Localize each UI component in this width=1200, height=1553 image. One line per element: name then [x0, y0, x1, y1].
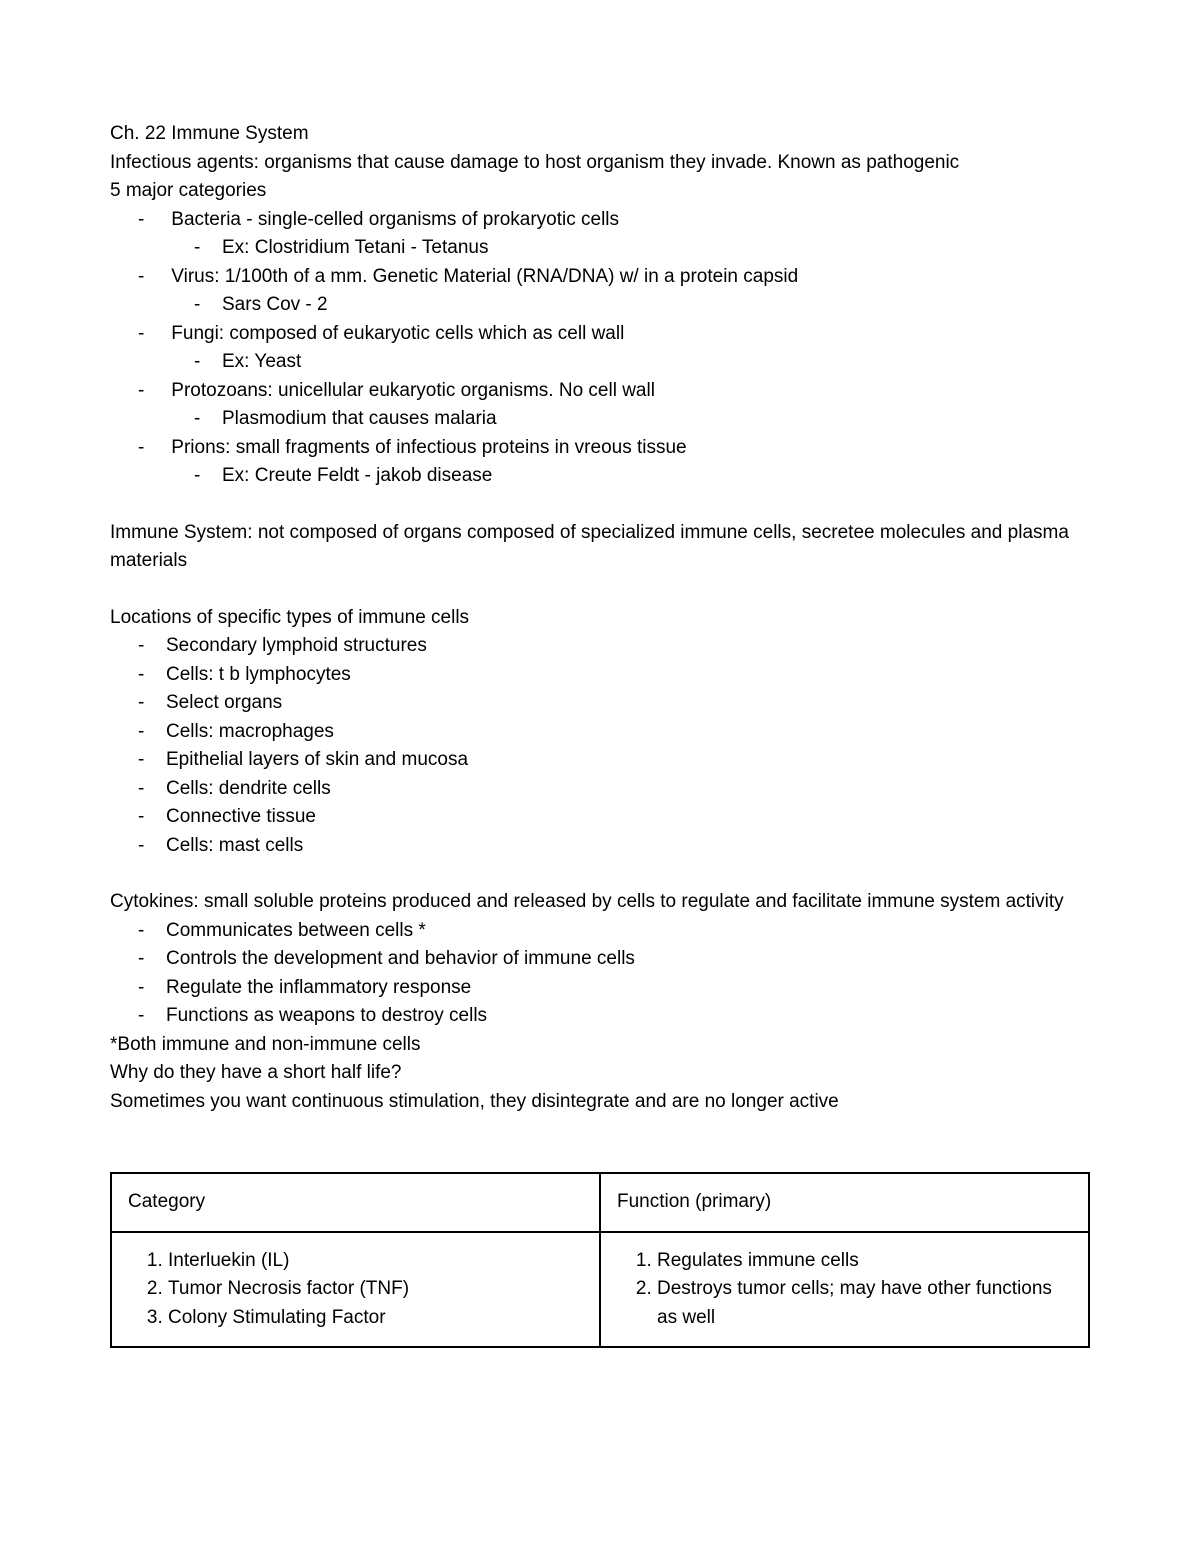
categories-heading: 5 major categories [110, 177, 1090, 206]
list-item: Communicates between cells * [166, 917, 1090, 946]
list-text: Tumor Necrosis factor (TNF) [168, 1278, 409, 1299]
cytokines-definition: Cytokines: small soluble proteins produc… [110, 888, 1090, 917]
list-text: Cells: mast cells [166, 835, 303, 856]
list-item: Cells: macrophages [166, 718, 1090, 747]
list-text: Epithelial layers of skin and mucosa [166, 749, 468, 770]
halflife-answer: Sometimes you want continuous stimulatio… [110, 1088, 1090, 1117]
list-text: Cells: dendrite cells [166, 778, 331, 799]
list-item: Select organs [166, 689, 1090, 718]
list-item: Epithelial layers of skin and mucosa [166, 746, 1090, 775]
table-header-category: Category [111, 1173, 600, 1232]
halflife-question: Why do they have a short half life? [110, 1059, 1090, 1088]
chapter-title: Ch. 22 Immune System [110, 120, 1090, 149]
list-item: Colony Stimulating Factor [168, 1304, 583, 1333]
sub-list: Sars Cov - 2 [166, 291, 1090, 320]
list-item: Ex: Yeast [222, 348, 1090, 377]
list-item: Controls the development and behavior of… [166, 945, 1090, 974]
list-item: Plasmodium that causes malaria [222, 405, 1090, 434]
list-text: Ex: Creute Feldt - jakob disease [222, 465, 492, 486]
list-item: Cells: t b lymphocytes [166, 661, 1090, 690]
table-row: Category Function (primary) [111, 1173, 1089, 1232]
table-header-function: Function (primary) [600, 1173, 1089, 1232]
locations-list: Secondary lymphoid structures Cells: t b… [110, 632, 1090, 860]
list-item: Ex: Clostridium Tetani - Tetanus [222, 234, 1090, 263]
list-text: Colony Stimulating Factor [168, 1307, 386, 1328]
list-text: Protozoans: unicellular eukaryotic organ… [171, 380, 655, 401]
list-item: Functions as weapons to destroy cells [166, 1002, 1090, 1031]
list-text: Ex: Yeast [222, 351, 301, 372]
list-item: Cells: mast cells [166, 832, 1090, 861]
list-text: Virus: 1/100th of a mm. Genetic Material… [171, 266, 798, 287]
list-text: Fungi: composed of eukaryotic cells whic… [171, 323, 624, 344]
sub-list: Ex: Creute Feldt - jakob disease [166, 462, 1090, 491]
list-text: Communicates between cells * [166, 920, 426, 941]
list-text: Cells: t b lymphocytes [166, 664, 351, 685]
locations-heading: Locations of specific types of immune ce… [110, 604, 1090, 633]
list-item: Bacteria - single-celled organisms of pr… [166, 206, 1090, 263]
list-text: Interluekin (IL) [168, 1250, 289, 1271]
cytokines-list: Communicates between cells * Controls th… [110, 917, 1090, 1031]
list-text: Plasmodium that causes malaria [222, 408, 497, 429]
list-item: Tumor Necrosis factor (TNF) [168, 1275, 583, 1304]
category-ol: Interluekin (IL) Tumor Necrosis factor (… [128, 1247, 583, 1333]
table-row: Interluekin (IL) Tumor Necrosis factor (… [111, 1232, 1089, 1348]
infectious-definition: Infectious agents: organisms that cause … [110, 149, 1090, 178]
immune-definition: Immune System: not composed of organs co… [110, 519, 1090, 576]
list-text: Select organs [166, 692, 282, 713]
list-text: Destroys tumor cells; may have other fun… [657, 1278, 1052, 1328]
list-item: Connective tissue [166, 803, 1090, 832]
footnote: *Both immune and non-immune cells [110, 1031, 1090, 1060]
list-text: Functions as weapons to destroy cells [166, 1005, 487, 1026]
list-text: Sars Cov - 2 [222, 294, 328, 315]
list-text: Controls the development and behavior of… [166, 948, 635, 969]
function-ol: Regulates immune cells Destroys tumor ce… [617, 1247, 1072, 1333]
sub-list: Plasmodium that causes malaria [166, 405, 1090, 434]
list-item: Cells: dendrite cells [166, 775, 1090, 804]
table-cell-categories: Interluekin (IL) Tumor Necrosis factor (… [111, 1232, 600, 1348]
list-item: Secondary lymphoid structures [166, 632, 1090, 661]
list-text: Prions: small fragments of infectious pr… [171, 437, 686, 458]
sub-list: Ex: Yeast [166, 348, 1090, 377]
list-text: Regulates immune cells [657, 1250, 859, 1271]
list-item: Prions: small fragments of infectious pr… [166, 434, 1090, 491]
list-item: Destroys tumor cells; may have other fun… [657, 1275, 1072, 1332]
list-item: Interluekin (IL) [168, 1247, 583, 1276]
categories-list: Bacteria - single-celled organisms of pr… [110, 206, 1090, 491]
list-item: Fungi: composed of eukaryotic cells whic… [166, 320, 1090, 377]
sub-list: Ex: Clostridium Tetani - Tetanus [166, 234, 1090, 263]
list-text: Regulate the inflammatory response [166, 977, 471, 998]
list-item: Regulate the inflammatory response [166, 974, 1090, 1003]
list-text: Cells: macrophages [166, 721, 334, 742]
cytokine-table: Category Function (primary) Interluekin … [110, 1172, 1090, 1348]
table-cell-functions: Regulates immune cells Destroys tumor ce… [600, 1232, 1089, 1348]
list-item: Regulates immune cells [657, 1247, 1072, 1276]
list-text: Ex: Clostridium Tetani - Tetanus [222, 237, 488, 258]
list-item: Ex: Creute Feldt - jakob disease [222, 462, 1090, 491]
list-text: Connective tissue [166, 806, 316, 827]
list-text: Secondary lymphoid structures [166, 635, 427, 656]
list-text: Bacteria - single-celled organisms of pr… [171, 209, 619, 230]
list-item: Protozoans: unicellular eukaryotic organ… [166, 377, 1090, 434]
list-item: Virus: 1/100th of a mm. Genetic Material… [166, 263, 1090, 320]
list-item: Sars Cov - 2 [222, 291, 1090, 320]
